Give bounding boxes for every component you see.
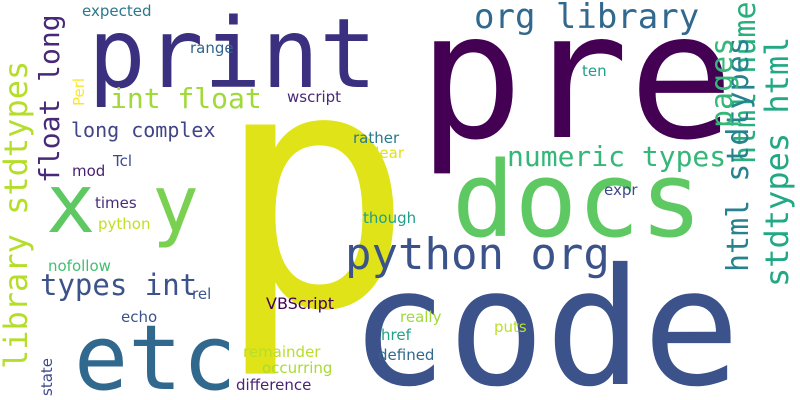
word-Perl: Perl <box>70 77 88 106</box>
word-occurring: occurring <box>262 359 333 377</box>
word-library-stdtypes: library stdtypes <box>0 60 35 369</box>
word-p: p <box>215 0 414 383</box>
word-docs: docs <box>452 139 703 261</box>
word-clear: clear <box>367 144 405 162</box>
word-defined: defined <box>378 346 435 364</box>
word-though: though <box>363 209 417 227</box>
word-times: times <box>95 194 137 212</box>
word-types-int: types int <box>40 268 198 302</box>
word-code: code <box>350 235 741 400</box>
word-numeric-types: numeric types <box>507 140 727 173</box>
word-pre: pre <box>418 0 735 179</box>
word-rel: rel <box>192 285 212 303</box>
word-state: state <box>38 358 56 396</box>
word-pages: pages <box>705 37 740 128</box>
word-really: really <box>400 308 442 326</box>
word-x: x <box>46 157 96 252</box>
word-float-long: float long <box>33 14 66 183</box>
word-int-float: int float <box>110 82 262 115</box>
word-stdtypes-html: stdtypes html <box>758 36 796 287</box>
word-difference: difference <box>236 376 312 394</box>
word-ten: ten <box>582 62 607 80</box>
word-mod: mod <box>72 162 106 180</box>
word-print: print <box>88 0 377 110</box>
word-python: python <box>98 215 151 233</box>
word-puts: puts <box>494 318 527 336</box>
word-range: range <box>190 39 234 57</box>
word-org-library: org library <box>474 0 700 37</box>
word-expected: expected <box>82 2 152 20</box>
word-echo: echo <box>121 308 158 326</box>
word-VBScript: VBScript <box>266 294 335 313</box>
word-nofollow: nofollow <box>48 257 111 275</box>
word-rather: rather <box>353 129 400 147</box>
word-etc: etc <box>74 306 237 400</box>
word-Tcl: Tcl <box>113 152 133 170</box>
word-wscript: wscript <box>287 88 342 106</box>
word-href: href <box>381 326 411 344</box>
word-remainder: remainder <box>243 343 321 361</box>
word-expr: expr <box>604 181 638 199</box>
word-python-org: python org <box>345 229 610 280</box>
word-y: y <box>152 160 199 250</box>
word-long-complex: long complex <box>71 118 216 142</box>
